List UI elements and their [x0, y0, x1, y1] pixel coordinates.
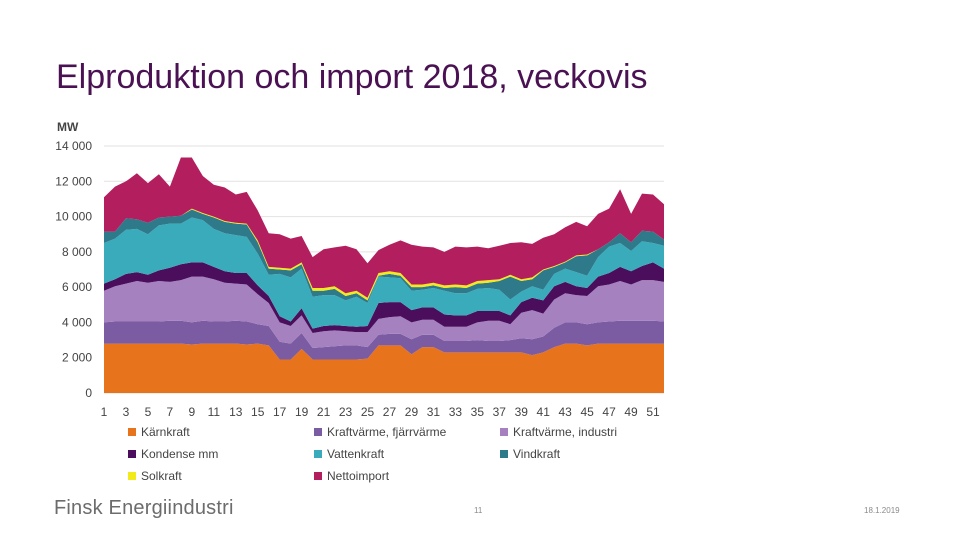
y-tick-label: 0 — [85, 386, 92, 400]
legend-swatch — [500, 428, 508, 436]
x-tick-label: 49 — [624, 405, 638, 419]
legend-label: Nettoimport — [327, 469, 390, 483]
y-tick-label: 12 000 — [55, 174, 92, 188]
x-tick-label: 7 — [167, 405, 174, 419]
y-tick-label: 8 000 — [62, 245, 92, 259]
x-tick-label: 33 — [449, 405, 463, 419]
area-series-5 — [104, 209, 664, 303]
x-tick-label: 9 — [188, 405, 195, 419]
legend-item: Vattenkraft — [314, 447, 384, 461]
x-tick-labels: 1 3 5 7 9 11 13 15 17 19 21 23 25 27 29 31 33 35 37 39 41 43 4… — [101, 405, 660, 419]
x-tick-label: 11 — [208, 405, 221, 419]
legend-label: Vindkraft — [513, 447, 561, 461]
x-tick-label: 39 — [515, 405, 529, 419]
area-series-2 — [104, 276, 664, 348]
y-tick-label: 14 000 — [55, 139, 92, 153]
area-series-4 — [104, 217, 664, 329]
x-tick-label: 25 — [361, 405, 375, 419]
legend-swatch — [314, 472, 322, 480]
legend-label: Vattenkraft — [327, 447, 385, 461]
x-tick-label: 27 — [383, 405, 397, 419]
legend-swatch — [314, 428, 322, 436]
x-tick-label: 43 — [558, 405, 572, 419]
y-tick-label: 10 000 — [55, 210, 92, 224]
x-tick-label: 31 — [427, 405, 441, 419]
legend-item: Kondense mm — [128, 447, 218, 461]
x-tick-label: 21 — [317, 405, 331, 419]
area-series-1 — [104, 320, 664, 360]
legend-item: Solkraft — [128, 469, 182, 483]
x-tick-label: 29 — [405, 405, 419, 419]
y-tick-label: 6 000 — [62, 280, 92, 294]
x-tick-label: 3 — [123, 405, 130, 419]
legend-label: Kraftvärme, fjärrvärme — [327, 425, 447, 439]
x-tick-label: 23 — [339, 405, 353, 419]
area-series-7 — [104, 157, 664, 298]
legend-item: Vindkraft — [500, 447, 560, 461]
footer-date: 18.1.2019 — [864, 506, 900, 515]
area-series-3 — [104, 262, 664, 333]
x-tick-label: 17 — [273, 405, 287, 419]
x-tick-label: 45 — [580, 405, 594, 419]
y-tick-labels: 0 2 000 4 000 6 000 8 000 10 000 12 000 14 000 — [55, 139, 92, 400]
page-number: 11 — [474, 506, 483, 515]
footer-logo: Finsk Energiindustri — [54, 497, 234, 519]
x-tick-label: 13 — [229, 405, 243, 419]
x-tick-label: 47 — [602, 405, 616, 419]
area-series-0 — [104, 343, 664, 393]
x-tick-label: 37 — [493, 405, 507, 419]
legend-swatch — [128, 428, 136, 436]
slide-title: Elproduktion och import 2018, veckovis — [56, 58, 648, 96]
legend-swatch — [500, 450, 508, 458]
legend-item: Kärnkraft — [128, 425, 190, 439]
series-areas — [104, 157, 664, 393]
legend-swatch — [128, 472, 136, 480]
x-tick-label: 41 — [537, 405, 551, 419]
legend-label: Kondense mm — [141, 447, 219, 461]
x-tick-label: 15 — [251, 405, 265, 419]
legend-label: Solkraft — [141, 469, 182, 483]
chart-legend: Kärnkraft Kraftvärme, fjärrvärme Kraftvärm… — [128, 425, 617, 491]
legend-swatch — [128, 450, 136, 458]
y-axis-label: MW — [57, 120, 79, 134]
x-tick-label: 35 — [471, 405, 485, 419]
x-tick-label: 51 — [646, 405, 660, 419]
y-tick-label: 2 000 — [62, 351, 92, 365]
y-tick-label: 4 000 — [62, 315, 92, 329]
legend-item: Kraftvärme, fjärrvärme — [314, 425, 446, 439]
legend-swatch — [314, 450, 322, 458]
x-tick-label: 1 — [101, 405, 108, 419]
legend-label: Kraftvärme, industri — [513, 425, 618, 439]
legend-label: Kärnkraft — [141, 425, 190, 439]
legend-item: Kraftvärme, industri — [500, 425, 617, 439]
x-tick-label: 5 — [145, 405, 152, 419]
legend-item: Nettoimport — [314, 469, 389, 483]
x-tick-label: 19 — [295, 405, 309, 419]
